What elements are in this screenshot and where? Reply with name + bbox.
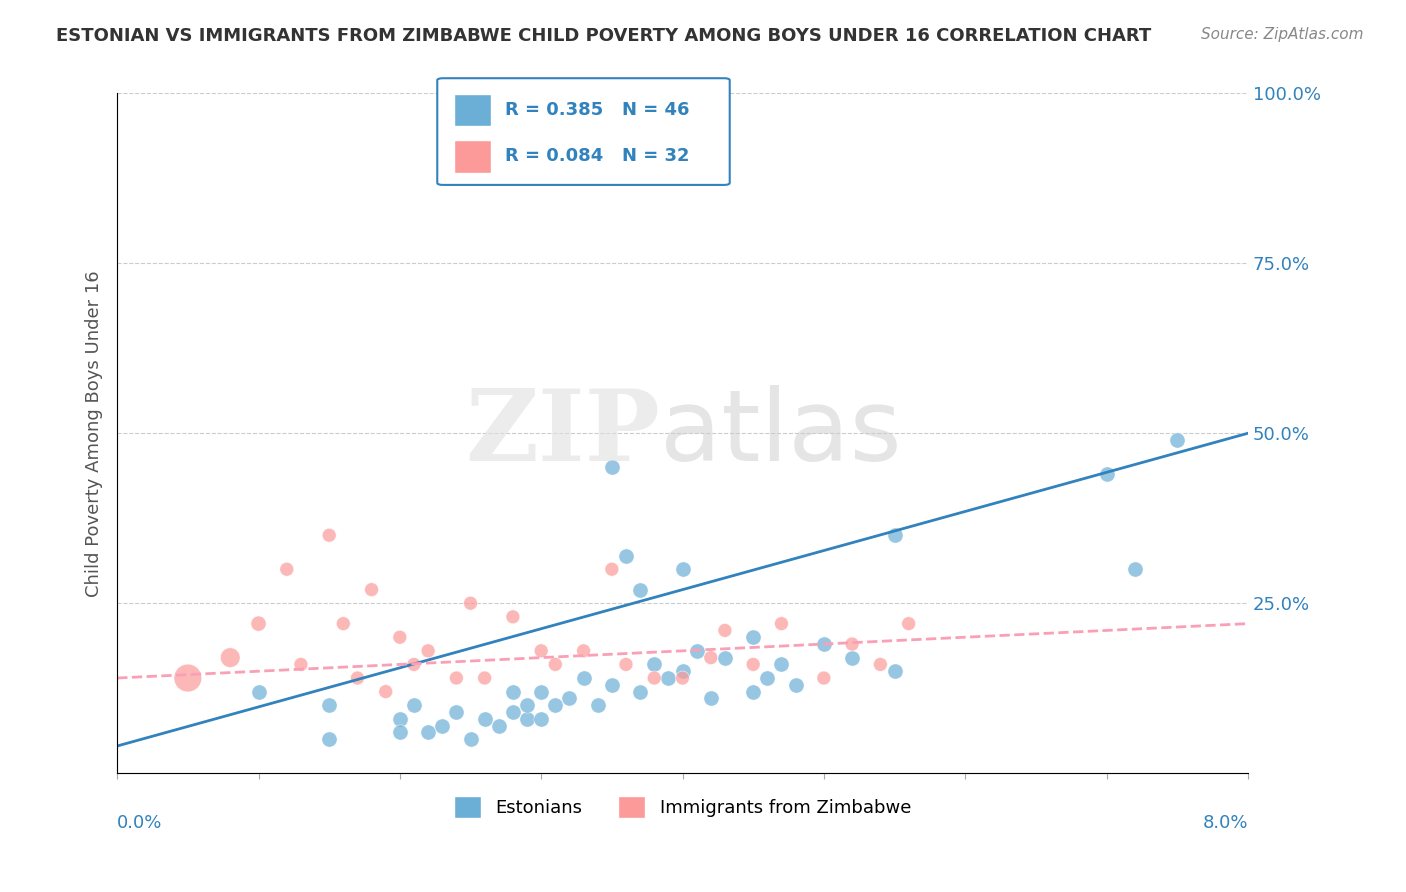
Point (530, 684, 553, 698)
Point (219, 650, 242, 665)
Point (572, 671, 595, 685)
Point (360, 582, 382, 597)
Point (1095, 467, 1118, 481)
Point (346, 671, 368, 685)
Point (714, 650, 737, 665)
Point (841, 637, 863, 651)
Point (516, 698, 538, 713)
Point (813, 637, 835, 651)
Point (628, 582, 651, 597)
Point (883, 528, 905, 542)
Point (544, 657, 567, 672)
Point (318, 528, 340, 542)
Bar (454, 140, 491, 173)
Point (643, 671, 665, 685)
FancyBboxPatch shape (437, 78, 730, 185)
Point (897, 616, 920, 631)
Point (416, 725, 439, 739)
Point (700, 691, 723, 706)
Point (488, 718, 510, 732)
Point (671, 562, 693, 576)
Point (502, 705, 524, 719)
Point (614, 657, 637, 672)
Point (600, 460, 623, 475)
Point (643, 657, 665, 672)
Point (600, 562, 623, 576)
Point (742, 657, 765, 672)
Point (416, 644, 439, 658)
Point (318, 698, 340, 713)
Text: R = 0.084   N = 32: R = 0.084 N = 32 (505, 147, 689, 165)
Point (516, 712, 538, 726)
Point (742, 684, 765, 698)
Point (388, 712, 411, 726)
Point (388, 725, 411, 739)
Text: ZIP: ZIP (465, 384, 659, 482)
Bar (454, 94, 491, 127)
Point (247, 616, 270, 631)
Point (432, 718, 454, 732)
Text: 8.0%: 8.0% (1202, 814, 1249, 832)
Text: R = 0.385   N = 46: R = 0.385 N = 46 (505, 101, 689, 119)
Point (460, 596, 482, 610)
Point (446, 705, 468, 719)
Point (446, 671, 468, 685)
Text: atlas: atlas (659, 384, 901, 482)
Point (600, 678, 623, 692)
Point (530, 644, 553, 658)
Point (177, 671, 200, 685)
Point (474, 712, 496, 726)
Point (841, 650, 863, 665)
Legend: Estonians, Immigrants from Zimbabwe: Estonians, Immigrants from Zimbabwe (447, 789, 918, 825)
Point (460, 732, 482, 747)
Point (247, 684, 270, 698)
Point (756, 671, 779, 685)
Point (276, 562, 298, 576)
Point (671, 671, 693, 685)
Text: Source: ZipAtlas.com: Source: ZipAtlas.com (1201, 27, 1364, 42)
Text: 0.0%: 0.0% (117, 814, 163, 832)
Y-axis label: Child Poverty Among Boys Under 16: Child Poverty Among Boys Under 16 (86, 270, 103, 597)
Point (770, 616, 793, 631)
Point (530, 712, 553, 726)
Point (402, 698, 425, 713)
Point (318, 732, 340, 747)
Point (374, 684, 396, 698)
Point (1123, 562, 1146, 576)
Point (544, 698, 567, 713)
Point (572, 644, 595, 658)
Point (332, 616, 354, 631)
Point (502, 610, 524, 624)
Point (883, 664, 905, 678)
Point (614, 549, 637, 563)
Point (770, 657, 793, 672)
Point (290, 657, 312, 672)
Point (558, 691, 581, 706)
Point (813, 671, 835, 685)
Point (671, 664, 693, 678)
Point (402, 657, 425, 672)
Point (657, 671, 679, 685)
Point (474, 671, 496, 685)
Point (785, 678, 807, 692)
Point (685, 644, 707, 658)
Point (714, 624, 737, 638)
Point (628, 684, 651, 698)
Point (700, 650, 723, 665)
Point (388, 630, 411, 644)
Point (586, 698, 609, 713)
Text: ESTONIAN VS IMMIGRANTS FROM ZIMBABWE CHILD POVERTY AMONG BOYS UNDER 16 CORRELATI: ESTONIAN VS IMMIGRANTS FROM ZIMBABWE CHI… (56, 27, 1152, 45)
Point (1166, 433, 1188, 447)
Point (742, 630, 765, 644)
Point (502, 684, 524, 698)
Point (869, 657, 891, 672)
